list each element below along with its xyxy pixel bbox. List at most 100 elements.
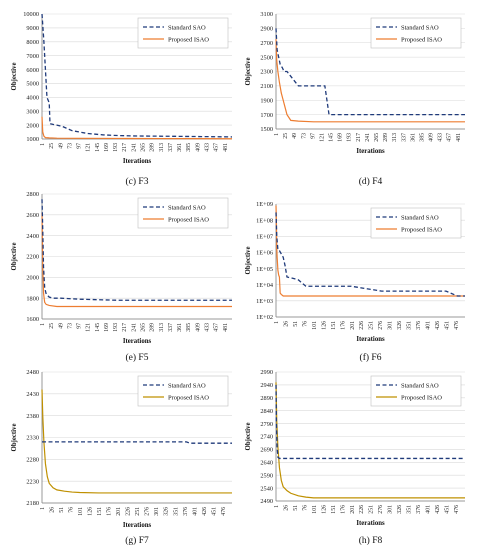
legend-label: Proposed ISAO: [168, 36, 209, 43]
x-tick-label: 145: [95, 143, 101, 152]
y-tick-label: 1800: [26, 295, 39, 302]
x-tick-label: 401: [426, 505, 432, 514]
x-tick-label: 25: [49, 143, 55, 149]
y-tick-label: 2790: [260, 421, 273, 428]
x-tick-label: 151: [331, 505, 337, 514]
x-tick-label: 337: [168, 323, 174, 332]
x-axis-title: Iterations: [356, 520, 385, 527]
y-axis-title: Objective: [11, 243, 18, 271]
x-tick-label: 49: [292, 133, 298, 139]
panel-caption: (c) F3: [126, 176, 149, 187]
series-line-standard-sao: [275, 212, 465, 297]
y-tick-label: 2230: [26, 478, 39, 485]
y-tick-label: 2840: [260, 408, 273, 415]
y-tick-label: 1900: [260, 97, 273, 104]
x-tick-label: 251: [369, 321, 375, 330]
x-tick-label: 201: [350, 505, 356, 514]
x-tick-label: 313: [159, 143, 165, 152]
x-tick-label: 326: [164, 507, 170, 516]
x-tick-label: 289: [150, 323, 156, 332]
x-tick-label: 409: [429, 133, 435, 142]
x-tick-label: 385: [419, 133, 425, 142]
x-tick-label: 193: [347, 133, 353, 142]
legend: Standard SAO Proposed ISAO: [370, 17, 462, 49]
y-tick-label: 1E+06: [256, 250, 273, 257]
y-tick-label: 2690: [260, 447, 273, 454]
x-tick-label: 26: [283, 505, 289, 511]
x-tick-label: 451: [444, 505, 450, 514]
x-tick-label: 145: [95, 323, 101, 332]
legend-label: Proposed ISAO: [401, 394, 442, 401]
panel-caption: (h) F8: [359, 535, 383, 546]
y-tick-label: 2280: [26, 457, 39, 464]
y-axis-title: Objective: [245, 247, 252, 275]
x-tick-label: 451: [444, 321, 450, 330]
y-tick-label: 2500: [260, 54, 273, 61]
x-tick-label: 313: [392, 133, 398, 142]
y-tick-label: 6000: [26, 67, 39, 74]
x-tick-label: 326: [397, 321, 403, 330]
legend-label: Proposed ISAO: [168, 394, 209, 401]
y-tick-label: 2400: [26, 233, 39, 240]
y-tick-label: 2600: [26, 212, 39, 219]
legend-label: Standard SAO: [401, 214, 439, 221]
x-tick-label: 145: [329, 133, 335, 142]
x-tick-label: 326: [397, 505, 403, 514]
chart-panel-3: 1600 1800 2000 2200 2400 2600 2800 1 25 49 73 97 121…: [11, 191, 232, 363]
x-tick-label: 301: [388, 505, 394, 514]
legend-label: Proposed ISAO: [401, 226, 442, 233]
series-line-standard-sao: [41, 199, 232, 301]
y-tick-label: 2800: [26, 191, 39, 198]
x-tick-label: 51: [293, 321, 299, 327]
x-tick-label: 51: [293, 505, 299, 511]
x-tick-label: 426: [202, 507, 208, 516]
x-tick-label: 433: [204, 143, 210, 152]
x-tick-label: 73: [67, 323, 73, 329]
y-tick-label: 2430: [26, 391, 39, 398]
x-tick-label: 433: [438, 133, 444, 142]
x-tick-label: 201: [350, 321, 356, 330]
legend-box: [370, 207, 462, 239]
x-tick-label: 126: [88, 507, 94, 516]
y-tick-label: 3100: [260, 11, 273, 18]
x-tick-label: 241: [131, 323, 137, 332]
y-tick-label: 2300: [260, 69, 273, 76]
series-line-standard-sao: [41, 13, 233, 138]
x-tick-label: 361: [177, 143, 183, 152]
x-tick-label: 401: [426, 321, 432, 330]
y-tick-label: 2380: [26, 413, 39, 420]
x-tick-label: 25: [49, 323, 55, 329]
x-tick-label: 457: [214, 323, 220, 332]
x-tick-label: 265: [141, 323, 147, 332]
x-tick-label: 126: [321, 321, 327, 330]
x-tick-label: 101: [312, 321, 318, 330]
legend-label: Proposed ISAO: [401, 36, 442, 43]
x-tick-label: 476: [454, 505, 460, 514]
x-tick-label: 251: [369, 505, 375, 514]
y-tick-label: 2540: [260, 485, 273, 492]
x-tick-label: 313: [159, 323, 165, 332]
x-tick-label: 49: [58, 323, 64, 329]
y-tick-label: 2000: [26, 275, 39, 282]
y-tick-label: 10000: [23, 11, 39, 18]
legend-box: [137, 375, 229, 407]
x-axis-title: Iterations: [123, 338, 152, 345]
x-tick-label: 289: [150, 143, 156, 152]
y-tick-label: 2900: [260, 26, 273, 33]
y-tick-label: 1E+02: [256, 314, 273, 321]
x-tick-label: 217: [122, 143, 128, 152]
x-tick-label: 217: [356, 133, 362, 142]
x-tick-label: 476: [221, 507, 227, 516]
panel-caption: (g) F7: [125, 535, 149, 546]
legend-label: Proposed ISAO: [168, 216, 209, 223]
series-line-proposed-isao: [41, 116, 233, 140]
x-tick-label: 97: [310, 133, 316, 139]
x-tick-label: 193: [113, 143, 119, 152]
x-tick-label: 241: [131, 143, 137, 152]
y-tick-label: 2990: [260, 369, 273, 376]
x-axis-title: Iterations: [356, 148, 385, 155]
x-tick-label: 193: [113, 323, 119, 332]
x-tick-label: 481: [456, 133, 462, 142]
